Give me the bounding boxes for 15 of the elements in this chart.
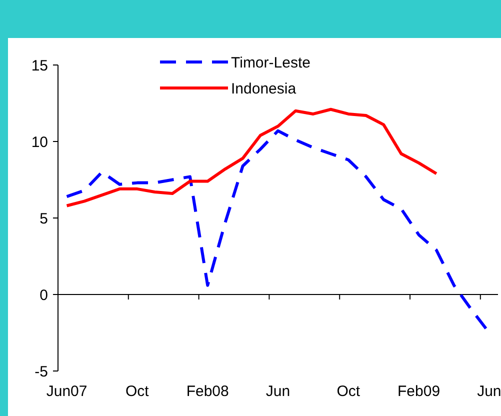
x-tick-label: Oct <box>126 383 150 400</box>
y-tick-label: 10 <box>31 134 48 151</box>
x-tick-label: Jun <box>477 383 501 400</box>
x-tick-label: Jun <box>266 383 290 400</box>
x-tick-label: Feb08 <box>186 383 229 400</box>
y-tick-label: 0 <box>40 286 48 304</box>
y-tick-label: 15 <box>31 57 48 74</box>
x-tick-label: Feb09 <box>398 383 440 400</box>
x-tick-label: Oct <box>336 383 361 400</box>
x-tick-label: Jun07 <box>46 383 88 400</box>
y-tick-label: -5 <box>34 363 48 380</box>
y-tick-label: 5 <box>40 210 48 228</box>
line-series <box>65 108 438 208</box>
legend-label: Indonesia <box>231 80 297 98</box>
legend-label: Timor-Leste <box>231 54 310 72</box>
